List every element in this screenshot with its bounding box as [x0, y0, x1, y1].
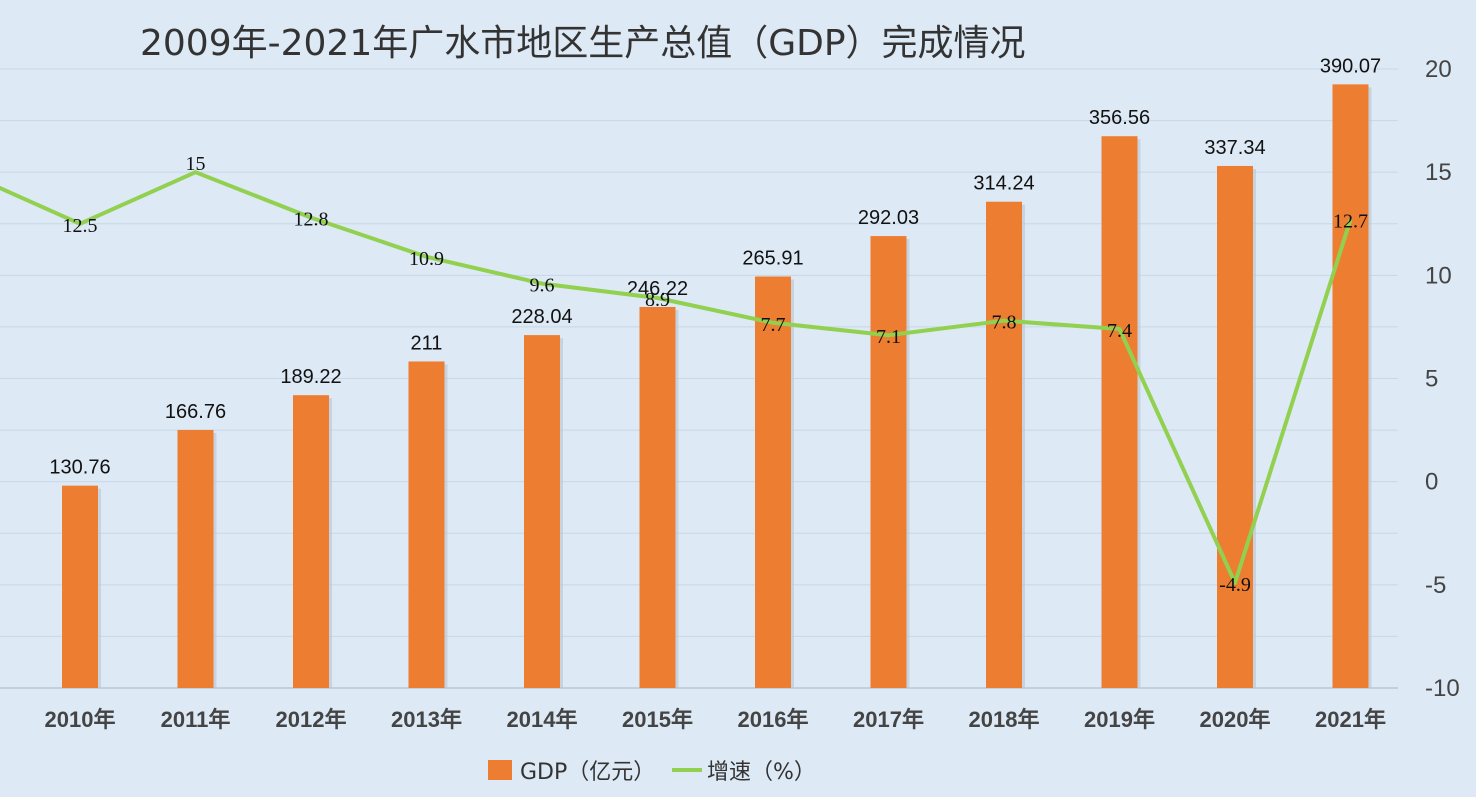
y-tick-label: -5 [1425, 572, 1446, 599]
x-tick-label: 2016年 [738, 707, 809, 732]
growth-point [194, 170, 197, 174]
bar-data-label: 211 [411, 332, 443, 354]
growth-data-label: 9.6 [530, 275, 555, 297]
growth-point [1002, 319, 1006, 323]
bar-data-label: 292.03 [858, 207, 919, 229]
growth-point [887, 333, 890, 337]
bar [408, 361, 445, 688]
growth-point [309, 216, 313, 220]
x-tick-label: 2011年 [161, 707, 231, 732]
growth-data-label: 7.7 [761, 314, 786, 336]
bar-data-label: 356.56 [1089, 107, 1150, 129]
x-tick-label: 2019年 [1084, 707, 1155, 732]
x-tick-label: 2021年 [1315, 707, 1386, 732]
growth-point [540, 282, 544, 286]
growth-data-label: 12.5 [63, 215, 98, 237]
growth-data-label: 10.9 [409, 248, 444, 270]
y-tick-label: 20 [1425, 56, 1452, 83]
growth-point [1233, 581, 1237, 585]
x-tick-label: 2014年 [507, 707, 578, 732]
bar [755, 276, 791, 688]
bar-data-label: 228.04 [511, 306, 572, 328]
bar [62, 485, 98, 688]
growth-data-label: -4.9 [1219, 574, 1251, 596]
growth-data-label: 7.4 [1107, 320, 1132, 342]
legend-gdp-label: GDP（亿元） [520, 760, 655, 785]
y-tick-label: 10 [1425, 262, 1452, 289]
growth-data-label: 15 [186, 153, 206, 175]
x-tick-label: 2020年 [1200, 707, 1271, 732]
y-tick-label: 0 [1425, 469, 1438, 496]
growth-point [656, 296, 659, 300]
x-tick-label: 2012年 [276, 707, 347, 732]
bar [177, 429, 214, 688]
y-tick-label: -10 [1425, 675, 1460, 702]
bar [1101, 136, 1138, 689]
bar [639, 306, 676, 688]
y-tick-label: 5 [1425, 366, 1438, 393]
bar-data-label: 130.76 [49, 457, 110, 479]
legend-growth-label: 增速（%） [707, 760, 816, 785]
growth-data-label: 12.8 [294, 209, 329, 231]
bar-data-label: 337.34 [1204, 137, 1265, 159]
legend-gdp-swatch [488, 760, 512, 780]
chart-title: 2009年-2021年广水市地区生产总值（GDP）完成情况 [140, 23, 1026, 64]
growth-point [1349, 218, 1352, 222]
x-tick-label: 2018年 [969, 707, 1040, 732]
growth-data-label: 7.8 [992, 312, 1017, 334]
bar-data-label: 166.76 [165, 401, 226, 423]
bar-data-label: 189.22 [280, 366, 341, 388]
bar-data-label: 314.24 [973, 173, 1034, 195]
bar [293, 395, 329, 688]
growth-data-label: 7.1 [876, 326, 901, 348]
growth-point [771, 321, 775, 325]
bar-data-label: 390.07 [1320, 55, 1381, 77]
growth-point [78, 222, 82, 226]
bar-data-label: 265.91 [742, 248, 803, 270]
x-tick-label: 2013年 [391, 707, 462, 732]
growth-data-label: 12.7 [1333, 211, 1368, 233]
x-tick-label: 2017年 [853, 707, 924, 732]
bar [1332, 84, 1369, 688]
bar [870, 236, 907, 689]
bar [524, 335, 560, 688]
y-tick-label: 15 [1425, 159, 1452, 186]
bar [1217, 165, 1253, 688]
x-tick-label: 2010年 [45, 707, 116, 732]
growth-data-label: 8.9 [645, 289, 670, 311]
x-tick-label: 2015年 [622, 707, 693, 732]
growth-point [1118, 327, 1121, 331]
bar [986, 201, 1022, 688]
growth-point [425, 255, 428, 259]
